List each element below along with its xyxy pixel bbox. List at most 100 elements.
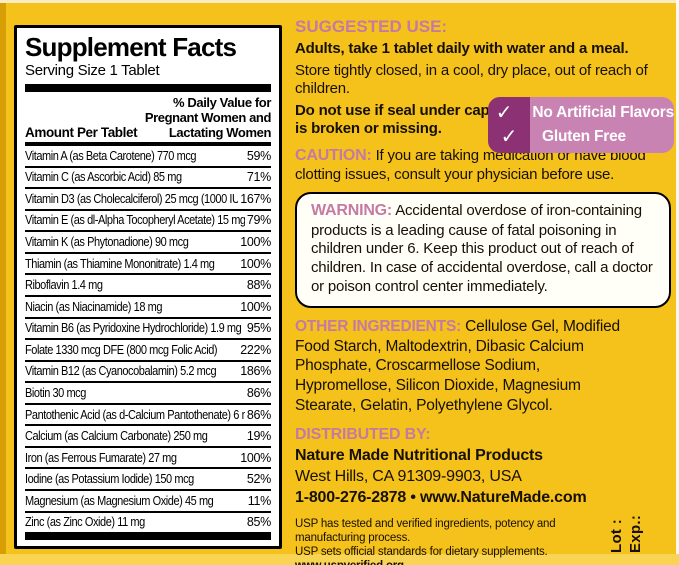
usp-fine-print: USP has tested and verified ingredients,… bbox=[295, 517, 607, 565]
suggested-use-dose: Adults, take 1 tablet daily with water a… bbox=[295, 40, 629, 57]
distributed-by-heading: DISTRIBUTED BY: bbox=[295, 426, 431, 444]
nutrient-daily-value: 100% bbox=[238, 450, 271, 465]
nutrient-name: Zinc (as Zinc Oxide) 11 mg bbox=[25, 515, 145, 530]
distributor-address: West Hills, CA 91309-9903, USA bbox=[295, 468, 522, 486]
table-row: Vitamin E (as dl-Alpha Tocopheryl Acetat… bbox=[25, 208, 271, 231]
label-edge-right bbox=[676, 0, 679, 565]
table-row: Zinc (as Zinc Oxide) 11 mg 85% bbox=[25, 510, 271, 533]
dv-header-line3: Lactating Women bbox=[168, 125, 272, 140]
storage-instructions: Store tightly closed, in a cool, dry pla… bbox=[295, 61, 648, 98]
nutrient-daily-value: 85% bbox=[244, 515, 271, 530]
divider-thick-top bbox=[25, 84, 271, 92]
table-row: Vitamin K (as Phytonadione) 90 mcg 100% bbox=[25, 230, 271, 252]
nutrient-name: Vitamin E (as dl-Alpha Tocopheryl Acetat… bbox=[25, 213, 246, 228]
divider-thick-bottom bbox=[25, 532, 271, 540]
table-row: Vitamin B12 (as Cyanocobalamin) 5.2 mcg … bbox=[25, 359, 271, 382]
other-ingredients-paragraph: OTHER INGREDIENTS: Cellulose Gel, Modifi… bbox=[295, 317, 640, 415]
caution-paragraph: CAUTION: If you are taking medication or… bbox=[295, 146, 667, 184]
table-header: % Daily Value for Pregnant Women and Lac… bbox=[25, 95, 271, 140]
table-row: Iron (as Ferrous Fumarate) 27 mg 100% bbox=[25, 445, 271, 468]
nutrient-daily-value: 86% bbox=[244, 407, 271, 422]
nutrient-name: Iodine (as Potassium Iodide) 150 mcg bbox=[25, 472, 194, 487]
badge-item-label: Gluten Free bbox=[542, 128, 626, 145]
distributor-contact: 1-800-276-2878 • www.NatureMade.com bbox=[295, 489, 587, 507]
checkmark-icon: ✓ bbox=[495, 102, 513, 124]
claims-badge: ✓ No Artificial Flavors ✓ Gluten Free bbox=[488, 97, 674, 153]
label-edge-top bbox=[0, 0, 679, 3]
other-ingredients-text: Cellulose Gel, Modified Food Starch, Mal… bbox=[295, 318, 620, 414]
amount-per-tablet-header: Amount Per Tablet bbox=[25, 125, 138, 140]
table-row: Biotin 30 mcg 86% bbox=[25, 381, 271, 403]
nutrient-daily-value: 52% bbox=[244, 472, 271, 487]
table-row: Vitamin D3 (as Cholecalciferol) 25 mcg (… bbox=[25, 187, 271, 209]
table-row: Vitamin B6 (as Pyridoxine Hydrochloride)… bbox=[25, 316, 271, 339]
nutrient-name: Pantothenic Acid (as d-Calcium Pantothen… bbox=[25, 407, 256, 422]
nutrient-daily-value: 79% bbox=[244, 213, 271, 228]
label-edge-bottom bbox=[0, 554, 679, 565]
nutrient-name: Vitamin A (as Beta Carotene) 770 mcg bbox=[25, 148, 197, 163]
lot-exp-block: Lot : Exp.: bbox=[607, 487, 645, 553]
table-row: Thiamin (as Thiamine Mononitrate) 1.4 mg… bbox=[25, 251, 271, 274]
distributor-name: Nature Made Nutritional Products bbox=[295, 447, 543, 465]
exp-label: Exp.: bbox=[627, 514, 644, 553]
nutrient-name: Magnesium (as Magnesium Oxide) 45 mg bbox=[25, 493, 214, 508]
nutrient-name: Vitamin B12 (as Cyanocobalamin) 5.2 mcg bbox=[25, 364, 217, 379]
suggested-use-heading: SUGGESTED USE: bbox=[295, 17, 448, 36]
info-column: SUGGESTED USE: Adults, take 1 tablet dai… bbox=[295, 16, 671, 565]
panel-title: Supplement Facts bbox=[25, 32, 237, 62]
badge-item-label: No Artificial Flavors bbox=[532, 104, 674, 121]
nutrient-daily-value: 167% bbox=[238, 191, 271, 206]
nutrient-name: Thiamin (as Thiamine Mononitrate) 1.4 mg bbox=[25, 256, 215, 271]
supplement-facts-panel: Supplement Facts Serving Size 1 Tablet %… bbox=[14, 25, 282, 549]
nutrient-name: Riboflavin 1.4 mg bbox=[25, 278, 103, 293]
serving-size: Serving Size 1 Tablet bbox=[25, 62, 160, 79]
label-edge-left bbox=[0, 3, 6, 565]
nutrient-daily-value: 100% bbox=[238, 256, 271, 271]
divider-medium bbox=[25, 142, 271, 146]
nutrient-name: Calcium (as Calcium Carbonate) 250 mg bbox=[25, 429, 208, 444]
iron-warning-box: WARNING: Accidental overdose of iron-con… bbox=[295, 192, 671, 309]
usp-line2: USP sets official standards for dietary … bbox=[295, 546, 548, 559]
lot-label: Lot : bbox=[608, 519, 625, 553]
nutrient-daily-value: 100% bbox=[238, 235, 271, 250]
nutrient-name: Folate 1330 mcg DFE (800 mcg Folic Acid) bbox=[25, 342, 218, 357]
checkmark-icon: ✓ bbox=[500, 126, 518, 148]
warning-text: Accidental overdose of iron-containing p… bbox=[311, 202, 653, 296]
nutrient-daily-value: 19% bbox=[244, 429, 271, 444]
nutrient-daily-value: 222% bbox=[238, 342, 271, 357]
nutrient-daily-value: 71% bbox=[244, 170, 271, 185]
badge-item: ✓ No Artificial Flavors bbox=[488, 101, 674, 125]
warning-heading: WARNING: bbox=[311, 202, 393, 220]
nutrient-daily-value: 59% bbox=[244, 148, 271, 163]
nutrient-daily-value: 100% bbox=[238, 299, 271, 314]
badge-item: ✓ Gluten Free bbox=[488, 125, 674, 149]
dv-header-line2: Pregnant Women and bbox=[144, 110, 272, 125]
badge-items: ✓ No Artificial Flavors ✓ Gluten Free bbox=[488, 97, 674, 153]
distributor-block: DISTRIBUTED BY: Nature Made Nutritional … bbox=[295, 425, 671, 508]
nutrient-table: Vitamin A (as Beta Carotene) 770 mcg 59%… bbox=[25, 146, 271, 532]
nutrient-daily-value: 186% bbox=[238, 364, 271, 379]
table-row: Folate 1330 mcg DFE (800 mcg Folic Acid)… bbox=[25, 338, 271, 360]
nutrient-name: Niacin (as Niacinamide) 18 mg bbox=[25, 299, 163, 314]
nutrient-name: Biotin 30 mcg bbox=[25, 385, 86, 400]
table-row: Pantothenic Acid (as d-Calcium Pantothen… bbox=[25, 402, 271, 425]
table-row: Calcium (as Calcium Carbonate) 250 mg 19… bbox=[25, 424, 271, 446]
nutrient-daily-value: 86% bbox=[244, 385, 271, 400]
dv-header-line1: % Daily Value for bbox=[173, 95, 271, 110]
table-row: Niacin (as Niacinamide) 18 mg 100% bbox=[25, 294, 271, 317]
table-row: Iodine (as Potassium Iodide) 150 mcg 52% bbox=[25, 467, 271, 489]
nutrient-name: Vitamin C (as Ascorbic Acid) 85 mg bbox=[25, 170, 182, 185]
nutrient-daily-value: 88% bbox=[244, 278, 271, 293]
nutrient-daily-value: 95% bbox=[244, 321, 271, 336]
usp-url: www.uspverified.org bbox=[295, 559, 607, 565]
table-row: Riboflavin 1.4 mg 88% bbox=[25, 273, 271, 295]
badge-check-strip bbox=[488, 97, 530, 153]
nutrient-daily-value: 11% bbox=[245, 493, 271, 508]
nutrient-name: Vitamin B6 (as Pyridoxine Hydrochloride)… bbox=[25, 321, 242, 336]
nutrient-name: Vitamin D3 (as Cholecalciferol) 25 mcg (… bbox=[25, 191, 243, 206]
table-row: Vitamin A (as Beta Carotene) 770 mcg 59% bbox=[25, 146, 271, 166]
table-row: Magnesium (as Magnesium Oxide) 45 mg 11% bbox=[25, 489, 271, 511]
usp-line1: USP has tested and verified ingredients,… bbox=[295, 518, 556, 545]
caution-heading: CAUTION: bbox=[295, 146, 372, 164]
